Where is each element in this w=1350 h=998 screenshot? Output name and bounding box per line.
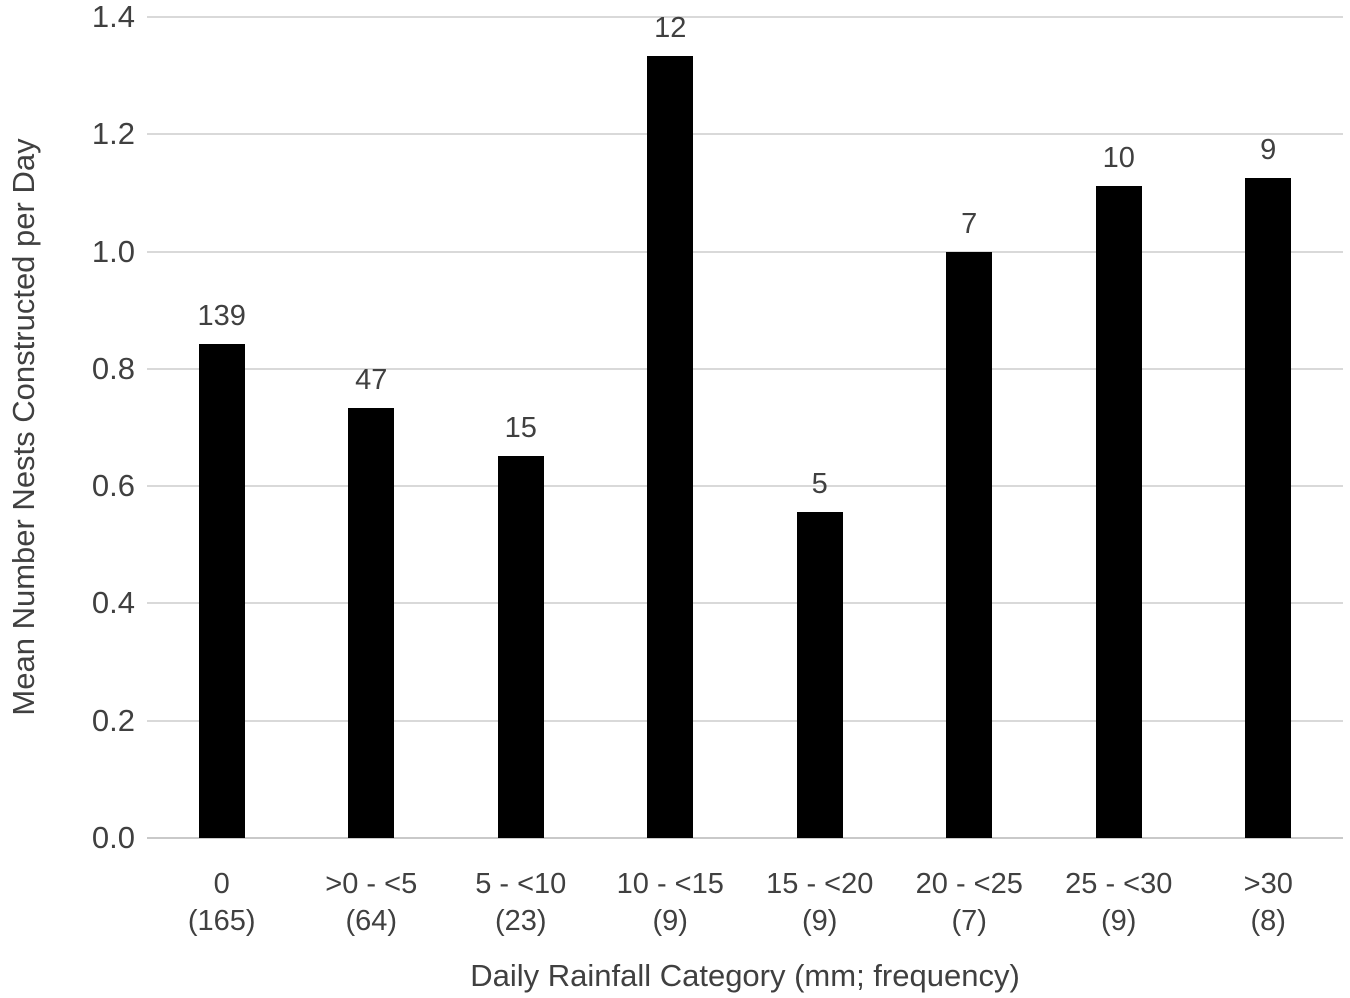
category-range-label: 25 - <30	[1065, 868, 1173, 900]
bar-value-label: 9	[1260, 134, 1277, 167]
category-frequency-label: (165)	[187, 905, 256, 937]
x-category-label: 5 - <10 (23)	[446, 866, 596, 940]
bar-value-label: 10	[1102, 142, 1135, 175]
x-category-label: >0 - <5 (64)	[297, 866, 447, 940]
category-frequency-label: (64)	[345, 905, 398, 937]
x-category-label: >30 (8)	[1194, 866, 1344, 940]
bar-value-label: 15	[504, 411, 537, 444]
bar	[198, 344, 245, 838]
category-range-label: >30	[1243, 868, 1293, 900]
gridline	[147, 16, 1343, 18]
bar	[348, 407, 395, 838]
gridline	[147, 250, 1343, 253]
x-category-label: 10 - <15 (9)	[596, 866, 746, 940]
y-tick-label: 0.2	[91, 702, 135, 738]
gridline	[147, 367, 1343, 370]
y-axis-title: Mean Number Nests Constructed per Day	[6, 137, 41, 716]
category-frequency-label: (9)	[802, 905, 838, 937]
bar	[1245, 178, 1292, 838]
bar-value-label: 47	[355, 363, 388, 396]
gridline	[147, 485, 1343, 488]
x-axis-title: Daily Rainfall Category (mm; frequency)	[470, 958, 1020, 993]
y-tick-label: 0.4	[91, 585, 135, 621]
x-category-label: 0 (165)	[147, 866, 297, 940]
y-tick-label: 1.0	[91, 233, 135, 269]
x-axis-line	[147, 837, 1343, 839]
category-frequency-label: (9)	[652, 905, 688, 937]
category-frequency-label: (9)	[1101, 905, 1137, 937]
y-tick-label: 1.2	[91, 116, 135, 152]
category-range-label: 5 - <10	[475, 868, 567, 900]
category-range-label: >0 - <5	[325, 868, 418, 900]
x-category-label: 25 - <30 (9)	[1044, 866, 1194, 940]
category-range-label: 20 - <25	[915, 868, 1023, 900]
gridline	[147, 719, 1343, 722]
bar-value-label: 12	[654, 12, 687, 45]
bar-value-label: 139	[197, 300, 246, 333]
category-frequency-label: (23)	[494, 905, 547, 937]
bar-value-label: 7	[961, 207, 978, 240]
y-tick-label: 0.8	[91, 350, 135, 386]
category-range-label: 10 - <15	[616, 868, 724, 900]
y-tick-label: 0.6	[91, 468, 135, 504]
category-frequency-label: (8)	[1250, 905, 1286, 937]
category-range-label: 0	[213, 868, 230, 900]
bar-value-label: 5	[811, 467, 828, 500]
x-category-label: 15 - <20 (9)	[745, 866, 895, 940]
x-category-label: 20 - <25 (7)	[895, 866, 1045, 940]
gridline	[147, 602, 1343, 605]
category-frequency-label: (7)	[951, 905, 987, 937]
y-tick-label: 0.0	[91, 820, 135, 855]
category-range-label: 15 - <20	[766, 868, 874, 900]
bar	[946, 251, 993, 838]
bar	[796, 511, 843, 838]
bar	[497, 455, 544, 838]
gridline	[147, 133, 1343, 136]
bar	[1095, 186, 1142, 838]
y-tick-label: 1.4	[91, 0, 135, 34]
bar	[647, 56, 694, 838]
